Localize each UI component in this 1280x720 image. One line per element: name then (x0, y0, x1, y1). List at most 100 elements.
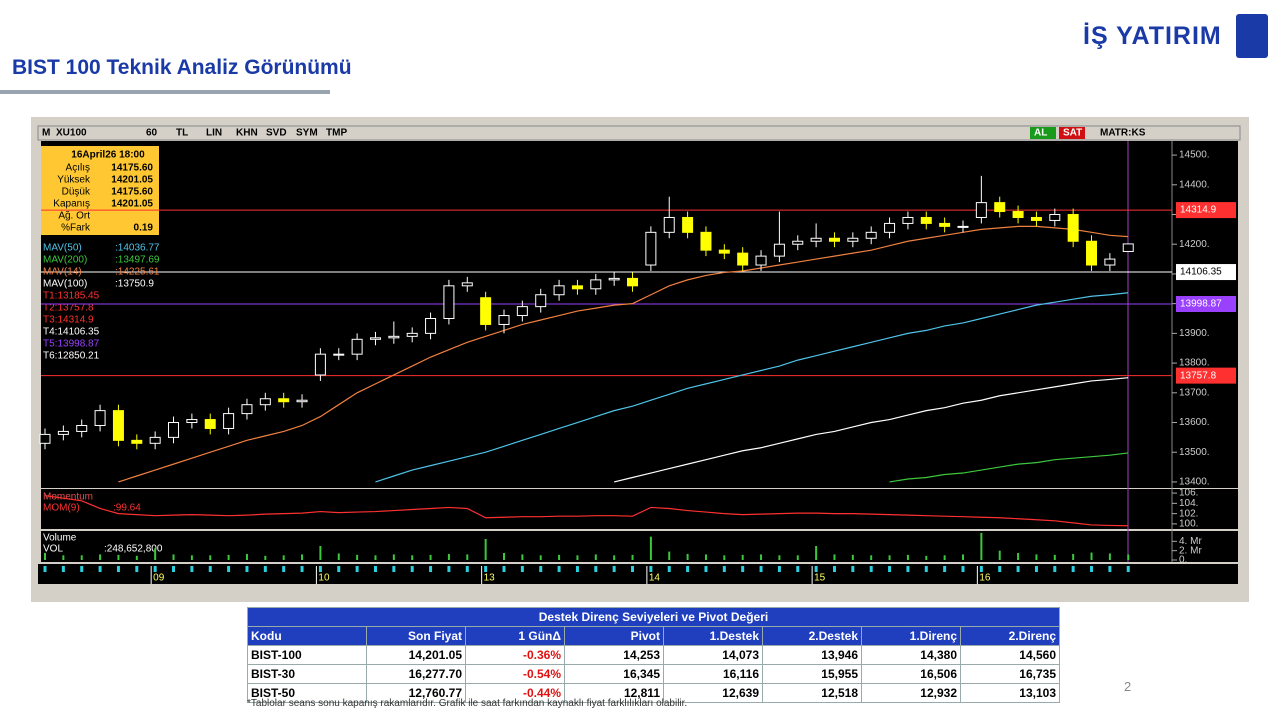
info-label: %Fark (61, 223, 91, 234)
legend-value: :14225.61 (115, 267, 160, 278)
candle-body (1067, 214, 1079, 242)
volume-bar (906, 554, 909, 560)
volume-bar (723, 555, 726, 560)
volume-bar (851, 554, 854, 560)
y-tick-label: 13500. (1179, 447, 1210, 458)
toolbar-button-bg (1030, 127, 1056, 139)
toolbar-button: SYM (296, 128, 318, 139)
table-row: Destek Direnç Seviyeleri ve Pivot Değeri (247, 607, 1060, 627)
table-cell: 16,506 (861, 664, 961, 684)
info-date: 16April26 18:00 (71, 150, 145, 161)
legend-name: MAV(200) (43, 255, 87, 266)
y-tick-label: 13700. (1179, 387, 1210, 398)
candle-body (902, 216, 914, 224)
table-cell: 14,073 (663, 645, 763, 665)
level-label: T5:13998.87 (43, 339, 100, 350)
volume-bar (337, 553, 340, 560)
column-header: 2.Direnç (960, 626, 1060, 646)
table-cell: 14,380 (861, 645, 961, 665)
volume-bar (796, 555, 799, 560)
info-label: Düşük (62, 187, 91, 198)
column-header: Son Fiyat (366, 626, 466, 646)
candle-body (957, 225, 969, 228)
candle-body (810, 237, 822, 242)
candle-body (461, 282, 473, 287)
volume-bar (613, 555, 616, 560)
y-tick-label: 2. Mr (1179, 545, 1202, 556)
level-label: T2:13757.8 (43, 303, 94, 314)
volume-panel (41, 531, 1238, 562)
candle-body (535, 294, 547, 308)
candle-body (994, 202, 1006, 213)
volume-bar (521, 554, 524, 560)
volume-bar (704, 554, 707, 560)
table-cell: 15,955 (762, 664, 862, 684)
toolbar-button-bg (1096, 127, 1166, 139)
table-cell: 12,760.77 (366, 683, 466, 703)
volume-bar (925, 555, 928, 560)
volume-bar (62, 555, 65, 560)
table-cell: 12,932 (861, 683, 961, 703)
candle-body (76, 424, 88, 432)
candle-body (1104, 258, 1116, 266)
volume-bar (870, 555, 873, 560)
candle-body (718, 249, 730, 254)
candle-body (369, 337, 381, 340)
momentum-panel (41, 489, 1238, 529)
table-cell: 16,345 (564, 664, 664, 684)
table-cell: 12,811 (564, 683, 664, 703)
volume-bar (1017, 553, 1020, 560)
x-tick-label: 13 (484, 573, 496, 584)
volume-bar (888, 555, 891, 560)
candle-body (259, 398, 271, 406)
info-value: 14201.05 (111, 175, 153, 186)
volume-bar (815, 546, 818, 560)
table-row: Kodu Son Fiyat 1 GünΔ Pivot 1.Destek 2.Destek… (247, 626, 1060, 646)
chart-window: M XU100 60 TL LIN KHN SVD SYM TMP AL SAT MATR:KS16A… (31, 117, 1249, 602)
candle-body (516, 306, 528, 317)
volume-bar (980, 532, 983, 560)
volume-bar (44, 553, 46, 560)
candle-body (480, 297, 492, 325)
candle-body (828, 237, 840, 242)
candle-body (1086, 240, 1098, 266)
table-wrap: Destek Direnç Seviyeleri ve Pivot Değeri… (247, 607, 1060, 703)
level-box (1176, 295, 1236, 312)
panel-title: Volume (43, 533, 77, 544)
table-cell: 16,277.70 (366, 664, 466, 684)
candle-body (498, 315, 510, 325)
volume-bar (576, 555, 579, 560)
toolbar-button: MATR:KS (1100, 128, 1146, 139)
toolbar-button: AL (1034, 128, 1047, 139)
table-row: BIST-50 12,760.77 -0.44% 12,811 12,639 12,518… (247, 683, 1060, 703)
table-title: Destek Direnç Seviyeleri ve Pivot Değeri (247, 607, 1060, 627)
candle-body (351, 338, 363, 355)
volume-bar (1108, 553, 1111, 560)
y-tick-label: 4. Mr (1179, 536, 1202, 547)
candle-body (57, 430, 69, 435)
table-cell: 13,103 (960, 683, 1060, 703)
info-value: 0.19 (134, 223, 154, 234)
info-label: Kapanış (53, 199, 90, 210)
column-header: Pivot (564, 626, 664, 646)
candle-body (700, 231, 712, 251)
candle-body (1049, 214, 1061, 221)
column-header: 2.Destek (762, 626, 862, 646)
candle-body (296, 399, 308, 403)
volume-bar (943, 555, 946, 560)
volume-bar (778, 555, 781, 560)
candle-body (663, 216, 675, 233)
volume-bar (209, 555, 212, 560)
ma-line (118, 225, 1129, 483)
volume-bar (1053, 554, 1056, 560)
candle-body (112, 410, 124, 441)
volume-bar (356, 554, 359, 560)
volume-bar (1035, 554, 1038, 560)
info-label: Ağ. Ort (58, 211, 90, 222)
candle-body (571, 285, 583, 290)
table-cell: 14,253 (564, 645, 664, 665)
level-label: T3:14314.9 (43, 315, 94, 326)
toolbar-button: SAT (1063, 128, 1082, 139)
volume-bar (466, 554, 469, 560)
volume-bar (245, 553, 248, 560)
